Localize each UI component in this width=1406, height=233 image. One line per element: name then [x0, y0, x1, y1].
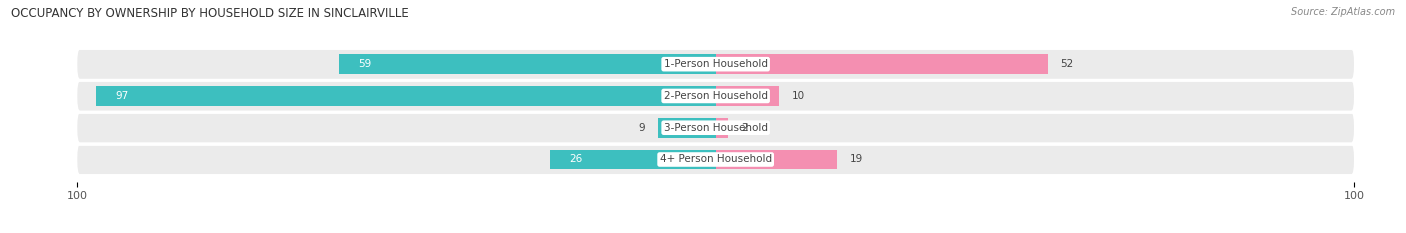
Bar: [658, 118, 716, 137]
Bar: [339, 54, 716, 74]
Text: 9: 9: [638, 123, 645, 133]
Text: 3-Person Household: 3-Person Household: [664, 123, 768, 133]
Text: 4+ Person Household: 4+ Person Household: [659, 154, 772, 164]
Text: 97: 97: [115, 91, 129, 101]
Bar: [550, 150, 716, 169]
FancyBboxPatch shape: [77, 81, 1354, 111]
Bar: [716, 118, 728, 137]
Text: Source: ZipAtlas.com: Source: ZipAtlas.com: [1291, 7, 1395, 17]
Text: 52: 52: [1060, 59, 1074, 69]
Text: 2-Person Household: 2-Person Household: [664, 91, 768, 101]
Bar: [716, 86, 779, 106]
Bar: [716, 150, 837, 169]
Bar: [716, 54, 1047, 74]
Bar: [97, 86, 716, 106]
FancyBboxPatch shape: [77, 50, 1354, 79]
Text: 26: 26: [569, 154, 582, 164]
Text: 19: 19: [849, 154, 863, 164]
FancyBboxPatch shape: [77, 113, 1354, 142]
Text: 59: 59: [359, 59, 371, 69]
Text: 2: 2: [741, 123, 748, 133]
Text: 10: 10: [792, 91, 806, 101]
Text: 1-Person Household: 1-Person Household: [664, 59, 768, 69]
Text: OCCUPANCY BY OWNERSHIP BY HOUSEHOLD SIZE IN SINCLAIRVILLE: OCCUPANCY BY OWNERSHIP BY HOUSEHOLD SIZE…: [11, 7, 409, 20]
FancyBboxPatch shape: [77, 145, 1354, 174]
